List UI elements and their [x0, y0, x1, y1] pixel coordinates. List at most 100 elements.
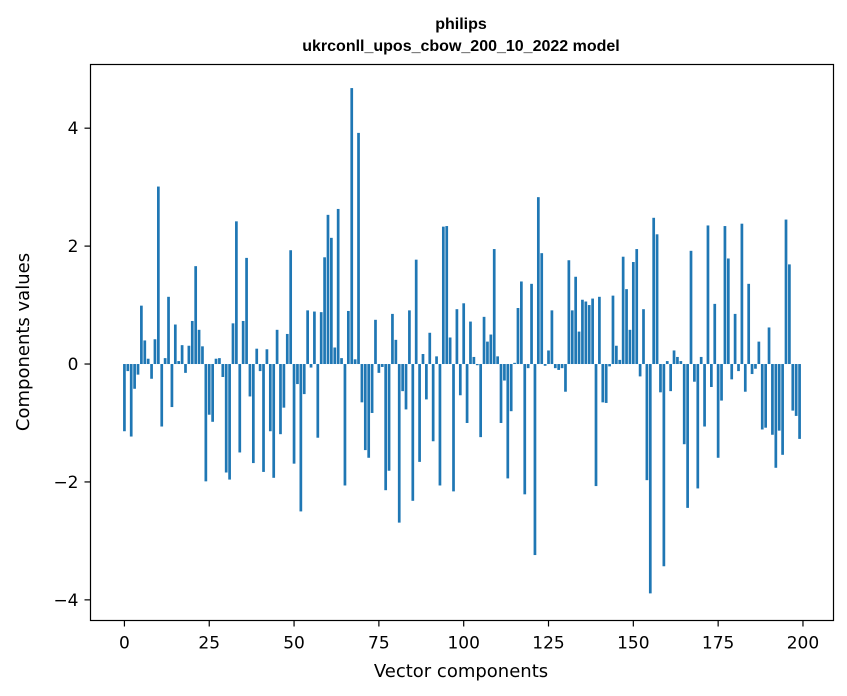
bar: [591, 298, 594, 365]
bar: [207, 364, 211, 415]
bar: [448, 337, 452, 365]
bar: [760, 364, 764, 430]
bar: [245, 257, 248, 365]
bar: [262, 364, 265, 472]
bar: [238, 364, 242, 453]
bar: [465, 364, 469, 423]
bar: [231, 323, 235, 365]
bar: [299, 364, 303, 512]
bar: [272, 364, 276, 478]
bar: [394, 339, 398, 365]
bar: [584, 301, 588, 365]
bar: [557, 364, 561, 370]
bar: [604, 364, 608, 403]
y-tick-label: −4: [53, 591, 78, 611]
bar: [533, 364, 537, 556]
bar: [553, 364, 557, 369]
bar: [306, 310, 309, 365]
x-tick-label: 100: [447, 634, 479, 654]
chart-subtitle: ukrconll_upos_cbow_200_10_2022 model: [302, 38, 619, 55]
bar: [133, 364, 136, 389]
bar: [520, 281, 523, 365]
x-tick-label: 25: [198, 634, 220, 654]
bar: [309, 364, 313, 368]
bar: [716, 364, 720, 458]
bar: [774, 364, 778, 468]
bar: [163, 358, 167, 365]
bar: [146, 358, 150, 365]
bar: [177, 361, 181, 365]
bar: [516, 308, 520, 365]
x-tick-label: 125: [532, 634, 564, 654]
bar: [150, 364, 153, 379]
bar: [543, 364, 547, 366]
bar: [404, 364, 408, 410]
bar: [180, 345, 184, 365]
bar: [241, 320, 245, 365]
bar: [743, 364, 747, 392]
bar: [601, 364, 605, 403]
bar: [703, 364, 706, 427]
bar: [513, 362, 516, 365]
bar: [587, 305, 591, 365]
bar: [123, 364, 126, 432]
bar: [214, 358, 218, 365]
bar: [784, 219, 788, 365]
bar: [313, 311, 316, 365]
bar: [336, 208, 340, 365]
bar: [235, 221, 238, 365]
bar: [319, 312, 323, 365]
bar: [224, 364, 228, 473]
bar: [570, 310, 574, 365]
bar: [441, 226, 445, 365]
bar: [160, 364, 164, 427]
bar: [455, 309, 459, 365]
bar: [730, 364, 734, 380]
bar: [326, 214, 330, 365]
plot-frame: [89, 63, 835, 622]
bar: [530, 283, 533, 365]
bar: [425, 364, 428, 400]
x-tick-label: 150: [617, 634, 649, 654]
bar: [777, 364, 781, 431]
bar: [194, 266, 198, 365]
bar: [594, 364, 598, 487]
bar: [353, 359, 357, 365]
y-tick-label: 4: [68, 119, 79, 139]
bar: [458, 364, 462, 396]
x-axis-ticks: 0 25 50 75 100 125 150 175 200: [119, 620, 819, 654]
bar: [631, 262, 635, 365]
bar: [794, 364, 798, 416]
bar: [682, 364, 686, 445]
bar: [577, 331, 581, 365]
bar: [506, 364, 510, 479]
bar: [275, 329, 279, 365]
bar: [696, 364, 700, 489]
bar: [567, 260, 571, 365]
bar: [669, 364, 672, 392]
bar: [618, 359, 622, 365]
x-tick-label: 0: [119, 634, 130, 654]
bar: [642, 309, 645, 365]
bar: [387, 364, 391, 471]
bar: [330, 237, 333, 365]
bar: [526, 364, 530, 369]
bar: [251, 364, 255, 464]
bar: [615, 345, 618, 365]
bar: [693, 364, 696, 382]
bar: [645, 364, 649, 481]
bar: [384, 364, 388, 491]
bar: [377, 364, 381, 373]
bar: [140, 305, 143, 365]
bar: [648, 364, 652, 594]
x-tick-label: 75: [368, 634, 390, 654]
bar: [726, 258, 730, 365]
bar: [621, 256, 625, 365]
y-tick-label: −2: [53, 473, 78, 493]
bar: [764, 364, 767, 428]
bar: [401, 364, 404, 392]
bar: [333, 347, 337, 365]
bar: [374, 319, 377, 365]
bar: [408, 310, 411, 365]
x-tick-label: 200: [787, 634, 819, 654]
